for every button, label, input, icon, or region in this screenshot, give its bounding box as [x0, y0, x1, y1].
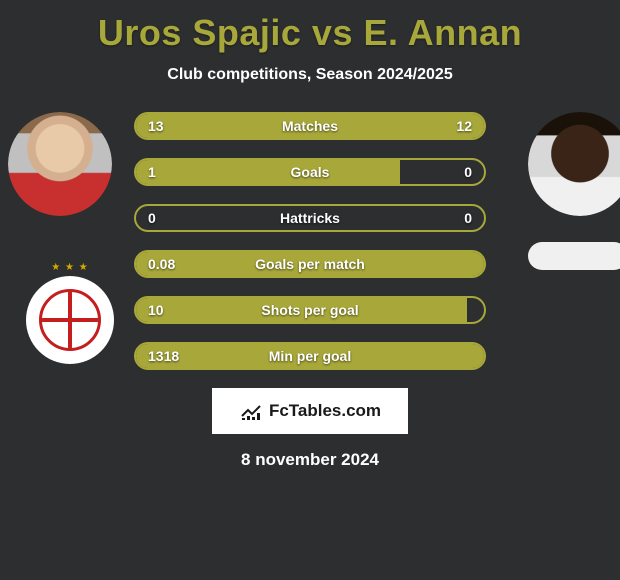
stat-value-left: 1318	[148, 348, 179, 364]
comparison-subtitle: Club competitions, Season 2024/2025	[0, 66, 620, 84]
stat-value-right: 0	[464, 210, 472, 226]
comparison-body: ★ ★ ★ 13 Matches 12 1 Goals 0 0 Hattrick…	[0, 112, 620, 470]
star-icon: ★ ★ ★	[51, 262, 88, 273]
stat-value-left: 10	[148, 302, 164, 318]
stat-value-right: 12	[456, 118, 472, 134]
stat-value-left: 1	[148, 164, 156, 180]
stat-label: Goals	[291, 164, 330, 180]
stat-row-shots-per-goal: 10 Shots per goal	[134, 296, 486, 324]
player-right-portrait	[528, 112, 620, 216]
stat-label: Shots per goal	[261, 302, 358, 318]
comparison-title: Uros Spajic vs E. Annan	[0, 0, 620, 54]
snapshot-date: 8 november 2024	[0, 450, 620, 470]
stat-row-min-per-goal: 1318 Min per goal	[134, 342, 486, 370]
bar-fill-left	[136, 160, 400, 184]
stat-value-left: 13	[148, 118, 164, 134]
stat-row-matches: 13 Matches 12	[134, 112, 486, 140]
stat-label: Goals per match	[255, 256, 365, 272]
crest-icon	[39, 289, 101, 351]
player-left-portrait	[8, 112, 112, 216]
stat-row-hattricks: 0 Hattricks 0	[134, 204, 486, 232]
stat-value-left: 0	[148, 210, 156, 226]
source-badge[interactable]: FcTables.com	[212, 388, 408, 434]
stat-label: Hattricks	[280, 210, 340, 226]
stat-value-left: 0.08	[148, 256, 175, 272]
stat-row-goals-per-match: 0.08 Goals per match	[134, 250, 486, 278]
chart-icon	[239, 399, 263, 423]
source-label: FcTables.com	[269, 401, 381, 421]
avatar	[8, 112, 112, 216]
stat-label: Matches	[282, 118, 338, 134]
stat-label: Min per goal	[269, 348, 351, 364]
stat-value-right: 0	[464, 164, 472, 180]
club-badge-left: ★ ★ ★	[26, 276, 114, 364]
club-badge-right	[528, 242, 620, 270]
avatar	[528, 112, 620, 216]
stat-row-goals: 1 Goals 0	[134, 158, 486, 186]
stat-bars: 13 Matches 12 1 Goals 0 0 Hattricks 0 0.…	[134, 112, 486, 370]
